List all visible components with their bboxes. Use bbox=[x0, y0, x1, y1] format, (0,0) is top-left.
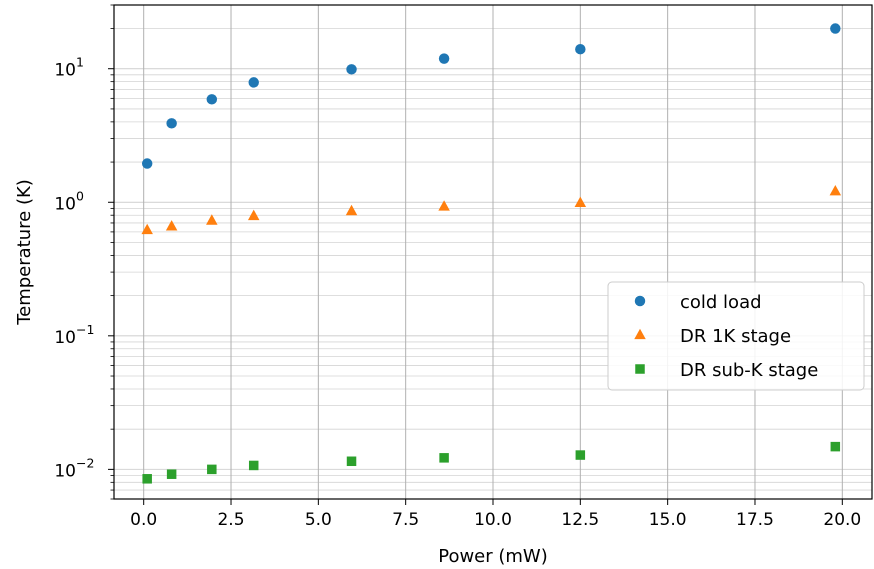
x-tick-label: 2.5 bbox=[217, 510, 244, 530]
x-tick-label: 17.5 bbox=[736, 510, 774, 530]
data-point-square bbox=[166, 469, 177, 479]
data-point-triangle bbox=[141, 223, 153, 235]
legend-label: DR 1K stage bbox=[680, 326, 791, 347]
y-tick-exponent: −1 bbox=[76, 322, 94, 337]
y-tick-label: 10 0 bbox=[54, 188, 84, 214]
data-point-triangle bbox=[247, 209, 260, 221]
legend-item: DR 1K stage bbox=[634, 326, 791, 347]
x-axis-ticks: 0.0 2.5 5.0 7.5 10.0 12.5 15.0 17.5 20.0 bbox=[130, 499, 861, 530]
data-point-triangle bbox=[829, 184, 842, 196]
data-point-circle bbox=[166, 118, 177, 129]
y-tick-label: 10 −1 bbox=[54, 322, 94, 348]
data-point-square bbox=[635, 364, 645, 374]
y-tick-label: 10 −2 bbox=[54, 455, 94, 481]
data-point-circle bbox=[830, 23, 841, 34]
legend-box bbox=[607, 281, 865, 391]
y-tick-exponent: 0 bbox=[76, 188, 84, 203]
y-axis-label: Temperature (K) bbox=[14, 179, 35, 326]
data-point-circle bbox=[206, 94, 218, 105]
grid-lines bbox=[114, 4, 872, 500]
data-point-circle bbox=[248, 77, 259, 88]
x-tick-label: 20.0 bbox=[823, 510, 861, 530]
legend-item: DR sub-K stage bbox=[635, 360, 818, 381]
data-point-square bbox=[439, 453, 449, 463]
data-points bbox=[141, 23, 842, 484]
data-point-triangle bbox=[574, 196, 587, 208]
data-point-square bbox=[575, 450, 586, 460]
legend-item: cold load bbox=[634, 292, 762, 313]
y-tick-exponent: −2 bbox=[76, 455, 94, 470]
x-tick-label: 10.0 bbox=[474, 510, 512, 530]
data-point-triangle bbox=[438, 200, 450, 211]
data-point-circle bbox=[346, 64, 357, 75]
series-cold-load bbox=[141, 23, 841, 169]
data-point-circle bbox=[141, 158, 153, 169]
legend-label: cold load bbox=[680, 292, 762, 313]
data-point-circle bbox=[634, 295, 646, 307]
data-point-square bbox=[830, 441, 841, 452]
y-tick-exponent: 1 bbox=[76, 55, 84, 70]
series-dr-1k-stage bbox=[141, 184, 842, 235]
y-tick-label: 10 1 bbox=[54, 55, 84, 81]
data-point-triangle bbox=[345, 204, 358, 216]
data-point-circle bbox=[575, 43, 586, 55]
series-dr-sub-k-stage bbox=[142, 441, 841, 484]
x-tick-label: 12.5 bbox=[561, 510, 599, 530]
y-tick-base: 10 bbox=[54, 61, 76, 81]
x-axis-label: Power (mW) bbox=[438, 546, 548, 567]
data-point-square bbox=[207, 464, 217, 475]
y-tick-base: 10 bbox=[54, 461, 76, 481]
data-point-triangle bbox=[165, 220, 178, 231]
data-point-circle bbox=[438, 53, 450, 64]
data-point-square bbox=[142, 474, 152, 484]
data-point-square bbox=[248, 460, 259, 471]
data-point-square bbox=[346, 456, 357, 467]
legend: cold load DR 1K stage DR sub-K stage bbox=[607, 281, 865, 391]
data-point-triangle bbox=[206, 214, 218, 225]
y-tick-base: 10 bbox=[54, 328, 76, 348]
x-tick-label: 7.5 bbox=[392, 510, 419, 530]
x-tick-label: 5.0 bbox=[305, 510, 332, 530]
x-tick-label: 15.0 bbox=[649, 510, 687, 530]
data-point-triangle bbox=[634, 328, 646, 340]
y-tick-base: 10 bbox=[54, 194, 76, 214]
x-tick-label: 0.0 bbox=[130, 510, 157, 530]
legend-label: DR sub-K stage bbox=[680, 360, 818, 381]
